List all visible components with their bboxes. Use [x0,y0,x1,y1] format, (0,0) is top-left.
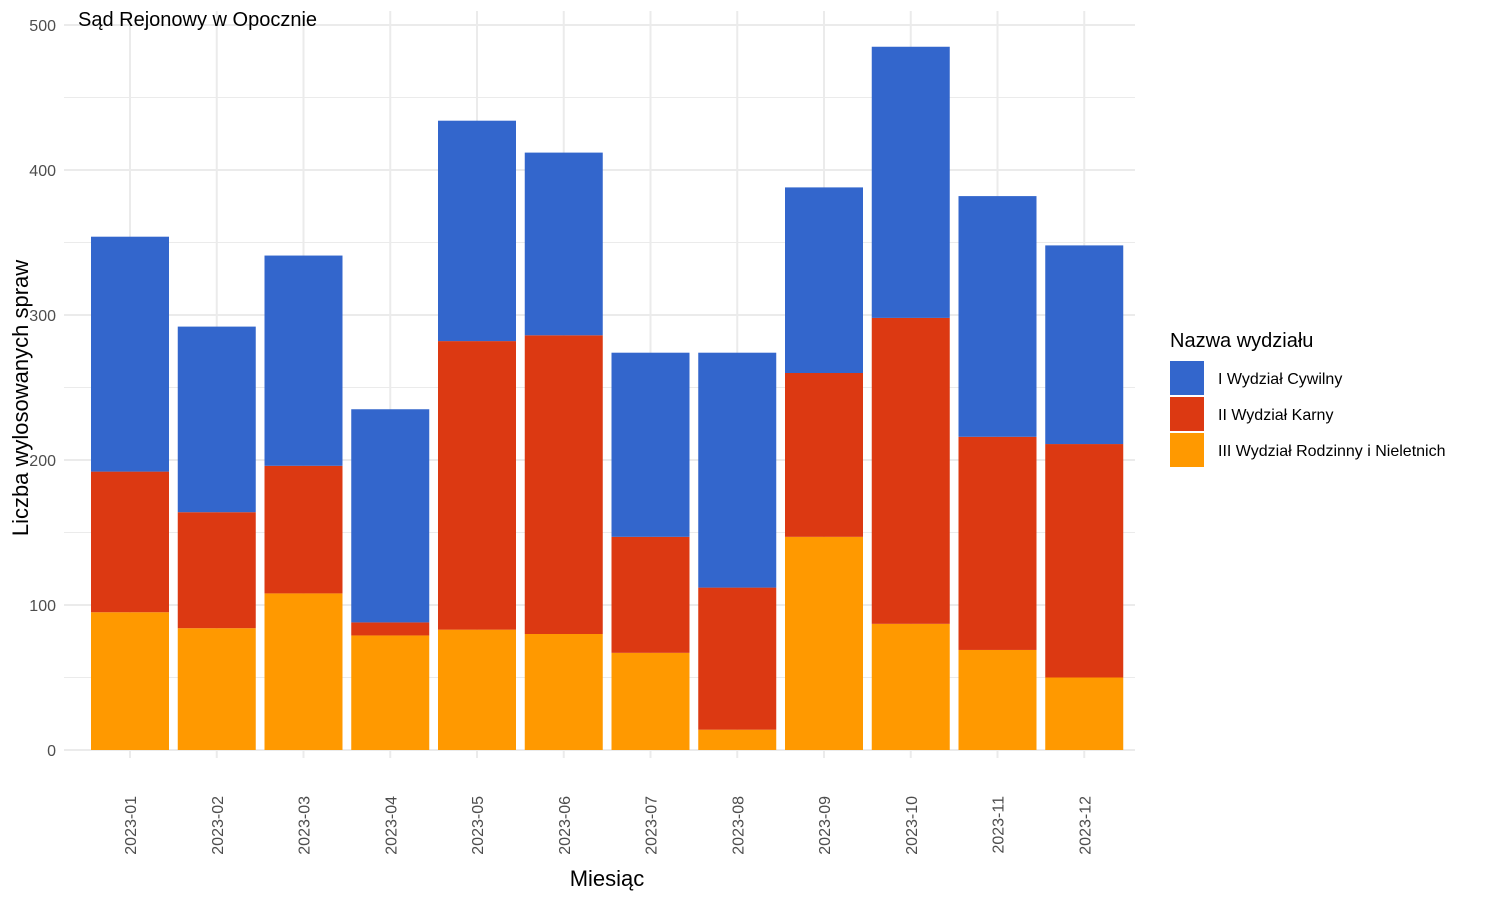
bar-segment [351,635,430,750]
y-axis-ticks: 0 100 200 300 400 500 [29,18,56,760]
bar-segment [785,187,863,373]
x-tick-label: 2023-01 [123,796,140,855]
bar-segment [524,335,603,634]
bar-segment [351,409,430,623]
legend-label: II Wydział Karny [1218,407,1333,424]
bar-segment [91,612,169,750]
x-tick-label: 2023-12 [1077,796,1094,855]
bar-segment [698,587,777,730]
bar-segment [524,634,603,750]
bar-segment [351,622,430,636]
x-tick-label: 2023-08 [730,796,747,855]
bar-segment [698,352,777,588]
legend-swatch [1170,361,1204,395]
bar-segment [871,623,950,750]
bar-segment [785,536,863,750]
y-axis-title: Liczba wylosowanych spraw [8,260,33,536]
x-axis-ticks: 2023-01 2023-02 2023-03 2023-04 2023-05 2023-… [123,796,1094,855]
bar-segment [524,152,603,336]
y-tick-label: 500 [29,18,56,35]
chart-title: Sąd Rejonowy w Opocznie [78,9,317,31]
bar-segment [438,629,516,750]
y-tick-label: 0 [47,743,56,760]
bar-segment [958,196,1037,437]
legend: I Wydział Cywilny II Wydział Karny III Wyd… [1170,361,1446,467]
bar-segment [785,373,863,537]
bar-segment [438,341,516,630]
x-tick-label: 2023-06 [557,796,574,855]
x-tick-label: 2023-11 [991,796,1008,854]
legend-swatch [1170,397,1204,431]
x-tick-label: 2023-04 [383,796,400,855]
x-tick-label: 2023-03 [297,796,314,855]
bar-segment [438,120,516,342]
bar-segment [958,649,1037,750]
bar-segment [264,465,343,594]
y-tick-label: 300 [29,308,56,325]
legend-title: Nazwa wydziału [1170,330,1313,352]
x-tick-label: 2023-07 [644,796,661,855]
bar-segment [611,536,690,653]
bar-segment [177,512,256,629]
y-tick-label: 400 [29,163,56,180]
bar-segment [698,729,777,750]
x-axis-title: Miesiąc [570,866,645,891]
bar-segment [264,255,343,466]
bar-segment [611,652,690,750]
x-tick-label: 2023-02 [210,796,227,855]
y-tick-label: 100 [29,598,56,615]
bar-segment [871,46,950,318]
bar-segment [1045,245,1124,445]
bar-segment [1045,444,1124,678]
legend-swatch [1170,433,1204,467]
bar-segment [177,326,256,513]
bar-segment [91,471,169,613]
bar-segment [264,593,343,750]
bar-segment [1045,677,1124,750]
x-tick-label: 2023-09 [817,796,834,855]
legend-label: III Wydział Rodzinny i Nieletnich [1218,443,1446,460]
bar-segment [958,436,1037,650]
bars [91,46,1124,750]
bar-segment [177,628,256,750]
y-tick-label: 200 [29,453,56,470]
bar-segment [91,236,169,472]
bar-segment [871,317,950,624]
x-tick-label: 2023-05 [470,796,487,855]
x-tick-label: 2023-10 [904,796,921,855]
bar-segment [611,352,690,537]
legend-label: I Wydział Cywilny [1218,371,1342,388]
